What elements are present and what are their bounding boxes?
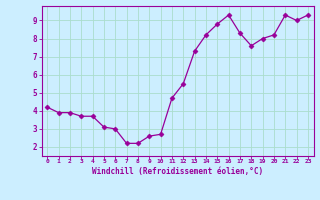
X-axis label: Windchill (Refroidissement éolien,°C): Windchill (Refroidissement éolien,°C) bbox=[92, 167, 263, 176]
